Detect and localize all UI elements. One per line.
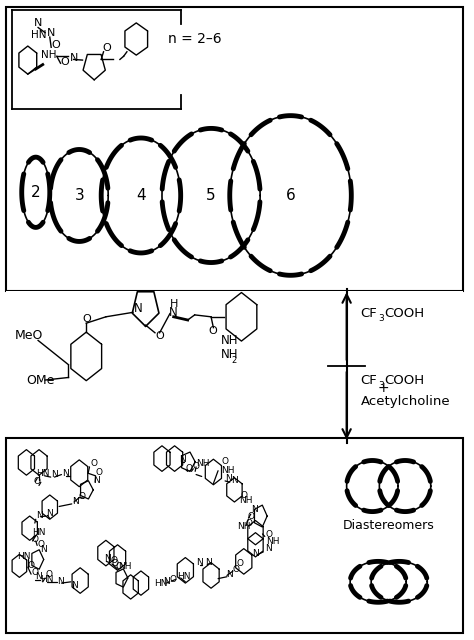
Text: MeO: MeO: [15, 329, 43, 342]
Text: NH: NH: [237, 522, 250, 531]
Text: N: N: [231, 477, 238, 486]
Text: 6: 6: [286, 188, 295, 203]
Text: N: N: [63, 470, 69, 479]
Text: N: N: [71, 581, 78, 590]
Text: O: O: [240, 490, 247, 500]
Text: 3: 3: [74, 188, 84, 203]
Text: O: O: [28, 561, 35, 570]
Text: NH: NH: [118, 562, 132, 571]
Text: O: O: [209, 326, 218, 336]
Text: N: N: [205, 558, 212, 567]
Text: N: N: [134, 302, 143, 316]
Text: O: O: [46, 570, 53, 579]
Text: N: N: [57, 577, 64, 586]
Text: O: O: [51, 40, 60, 50]
Text: N: N: [35, 572, 42, 580]
Text: O: O: [111, 559, 118, 568]
Text: O: O: [192, 462, 200, 471]
Text: N: N: [46, 28, 55, 38]
Text: COOH: COOH: [384, 307, 424, 320]
Text: N: N: [179, 455, 186, 464]
Text: O: O: [34, 477, 40, 486]
Text: N: N: [51, 470, 58, 479]
Text: N: N: [164, 577, 170, 586]
Text: 2: 2: [31, 185, 41, 200]
Text: Acetylcholine: Acetylcholine: [361, 395, 450, 408]
Text: O: O: [237, 559, 244, 568]
Text: O: O: [31, 568, 38, 577]
Text: 2: 2: [232, 356, 237, 365]
Text: Diastereomers: Diastereomers: [343, 519, 435, 532]
Text: NH: NH: [221, 467, 235, 476]
Text: N: N: [251, 504, 257, 513]
Text: O: O: [91, 459, 98, 468]
Bar: [6, 7, 463, 291]
Text: +: +: [377, 381, 389, 395]
Text: CF: CF: [361, 374, 377, 387]
Text: N: N: [252, 548, 258, 557]
Text: O: O: [110, 556, 118, 565]
Text: NH: NH: [196, 459, 210, 468]
Text: NH: NH: [220, 348, 238, 362]
Text: HN: HN: [36, 469, 50, 478]
Text: N: N: [40, 545, 47, 554]
Text: O: O: [170, 575, 177, 584]
Text: N: N: [36, 511, 43, 520]
Text: 3: 3: [378, 381, 384, 390]
Text: O: O: [116, 562, 123, 571]
Text: NH: NH: [239, 496, 253, 506]
Text: CF: CF: [361, 307, 377, 320]
Text: HN: HN: [17, 552, 30, 561]
Bar: [6, 438, 463, 633]
Text: N: N: [265, 544, 272, 553]
Text: HN: HN: [31, 29, 46, 40]
Text: O: O: [221, 458, 228, 467]
Text: 5: 5: [206, 188, 216, 203]
Text: O: O: [37, 540, 44, 548]
Text: O: O: [185, 464, 192, 473]
Text: HN: HN: [177, 572, 191, 580]
Text: NH: NH: [220, 333, 238, 347]
Text: n = 2–6: n = 2–6: [168, 32, 221, 46]
Text: COOH: COOH: [384, 374, 424, 387]
Text: N: N: [70, 53, 78, 63]
Text: O: O: [233, 565, 239, 574]
Text: 3: 3: [378, 314, 384, 323]
Bar: [6, 291, 463, 445]
Text: N: N: [226, 570, 233, 579]
Text: N: N: [93, 477, 100, 486]
Text: O: O: [155, 331, 164, 341]
Text: NH: NH: [41, 50, 56, 60]
Text: O: O: [79, 492, 86, 501]
Text: N: N: [196, 557, 203, 566]
Text: N: N: [225, 474, 232, 483]
Text: N: N: [34, 18, 43, 28]
Text: HN: HN: [33, 528, 46, 537]
Text: N: N: [46, 509, 53, 518]
Text: O: O: [96, 468, 102, 477]
Text: HN: HN: [154, 579, 167, 588]
Text: 4: 4: [136, 188, 146, 203]
Text: O: O: [102, 42, 111, 52]
Text: O: O: [245, 519, 252, 528]
Text: O: O: [31, 535, 38, 544]
Text: N: N: [72, 497, 79, 506]
Text: O: O: [61, 56, 69, 67]
Text: N: N: [104, 554, 111, 563]
Text: HN: HN: [40, 575, 54, 584]
Text: NH: NH: [266, 536, 280, 545]
Text: O: O: [82, 314, 91, 324]
Text: H: H: [170, 300, 178, 309]
Text: N: N: [169, 305, 178, 319]
Text: O: O: [247, 512, 255, 521]
Text: O: O: [265, 530, 272, 539]
Text: OMe: OMe: [27, 374, 55, 387]
